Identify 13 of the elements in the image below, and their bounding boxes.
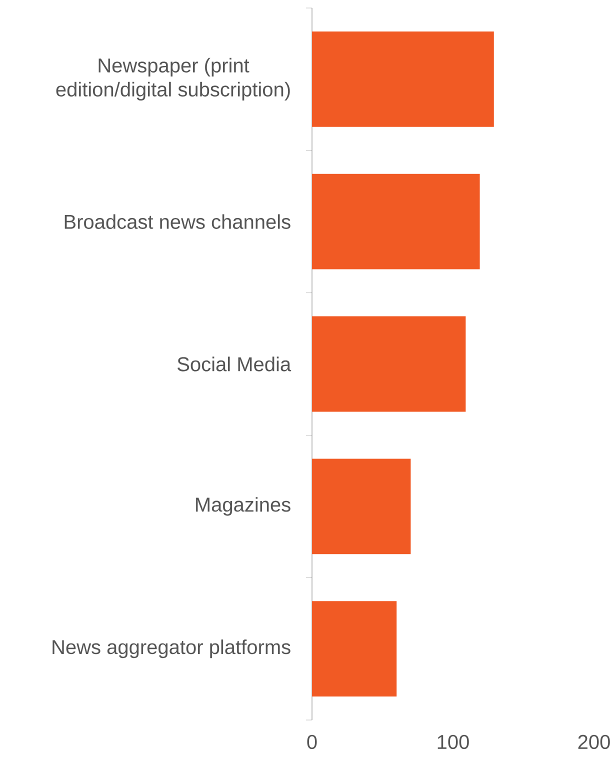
- x-tick-label: 200: [578, 734, 610, 750]
- bar: [312, 316, 466, 412]
- y-tick-label: Broadcast news channels: [64, 214, 290, 229]
- y-tick-label: Magazines: [196, 497, 290, 516]
- y-tick-label: News aggregator platforms: [52, 639, 290, 658]
- y-tick-label: Newspaper (print edition/digital subscription): [56, 58, 290, 101]
- bar: [312, 458, 411, 554]
- y-tick-label: Social Media: [178, 356, 292, 372]
- bar: [312, 601, 397, 697]
- x-tick-label: 0: [307, 734, 317, 750]
- bar: [312, 174, 480, 270]
- bar: [312, 31, 494, 127]
- x-tick-label: 100: [438, 734, 469, 750]
